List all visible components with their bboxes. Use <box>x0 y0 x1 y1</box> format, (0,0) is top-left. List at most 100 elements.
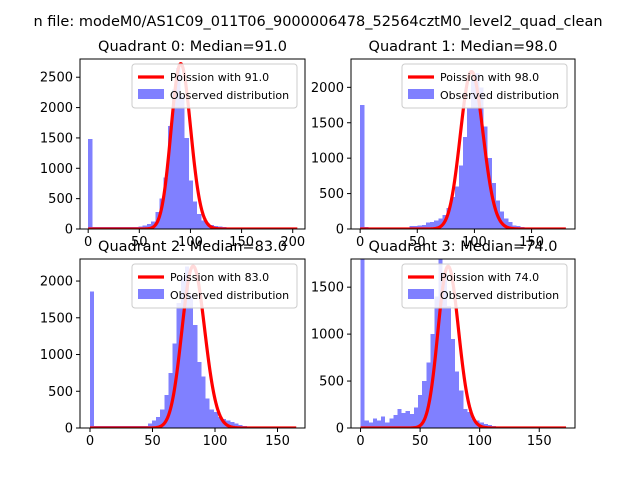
x-tick-label: 0 <box>356 235 364 250</box>
hist-bar <box>234 423 239 428</box>
legend-patch-swatch <box>408 289 434 299</box>
hist-bar <box>372 418 377 428</box>
hist-bar <box>184 137 189 229</box>
plot-area <box>359 69 567 229</box>
y-tick-label: 2000 <box>311 81 344 96</box>
legend-label-poisson: Poission with 91.0 <box>170 71 269 84</box>
hist-bar <box>397 409 402 428</box>
hist-bar <box>385 422 390 428</box>
legend-label-poisson: Poission with 74.0 <box>440 271 539 284</box>
axes-frame <box>79 258 306 429</box>
plot-area <box>87 62 299 229</box>
hist-bar <box>360 105 365 229</box>
y-tick-label: 0 <box>65 223 73 238</box>
hist-bar <box>438 259 443 428</box>
chart-title: Quadrant 0: Median=91.0 <box>98 39 287 55</box>
hist-bar <box>205 398 210 428</box>
hist-bar <box>201 220 206 229</box>
x-tick-label: 50 <box>412 434 429 449</box>
hist-bar <box>197 213 202 229</box>
y-tick-label: 1500 <box>311 281 344 296</box>
chart-quadrant-0: 0 50 100 150 20005001000150020002500Quadrant… <box>40 39 306 250</box>
hist-bar <box>393 414 398 428</box>
hist-bar <box>500 211 505 229</box>
y-tick-label: 1500 <box>40 311 73 326</box>
legend-patch-swatch <box>138 89 164 99</box>
y-tick-label: 500 <box>48 192 73 207</box>
hist-bar <box>479 87 484 229</box>
y-tick-label: 2000 <box>40 275 73 290</box>
y-tick-label: 0 <box>336 223 344 238</box>
hist-bar <box>381 416 386 428</box>
x-tick-label: 150 <box>229 235 254 250</box>
hist-bar <box>360 259 365 428</box>
y-tick-label: 2000 <box>40 101 73 116</box>
poisson-curve <box>359 69 567 229</box>
hist-bar <box>88 139 93 229</box>
y-tick-label: 500 <box>319 187 344 202</box>
hist-bar <box>446 305 451 428</box>
y-tick-label: 1500 <box>311 116 344 131</box>
y-tick-label: 2500 <box>40 71 73 86</box>
hist-bar <box>146 224 152 229</box>
x-tick-label: 100 <box>462 235 487 250</box>
hist-bar <box>446 207 451 229</box>
hist-bar <box>471 418 476 428</box>
axes-frame <box>350 58 576 230</box>
x-tick-label: 50 <box>409 235 426 250</box>
x-tick-label: 150 <box>527 434 552 449</box>
x-tick-label: 150 <box>519 235 544 250</box>
hist-bar <box>180 277 185 428</box>
hist-bar <box>230 422 235 428</box>
hist-bar <box>376 420 382 428</box>
x-tick-label: 200 <box>280 235 305 250</box>
hist-bar <box>455 371 460 428</box>
legend-label-observed: Observed distribution <box>170 89 289 102</box>
hist-bar <box>508 221 513 229</box>
y-tick-label: 500 <box>319 375 344 390</box>
legend-label-observed: Observed distribution <box>440 289 559 302</box>
hist-bar <box>364 420 369 428</box>
hist-bar <box>450 338 456 428</box>
hist-bar <box>426 362 431 428</box>
poisson-curve <box>87 62 299 229</box>
y-tick-label: 0 <box>65 422 73 437</box>
hist-bar <box>189 295 194 428</box>
hist-bar <box>151 420 156 428</box>
poisson-curve <box>359 264 568 428</box>
hist-bar <box>172 89 177 229</box>
figure-suptitle: n file: modeM0/AS1C09_011T06_9000006478_… <box>33 14 602 30</box>
legend-label-poisson: Poission with 98.0 <box>440 71 539 84</box>
chart-title: Quadrant 2: Median=83.0 <box>98 239 287 255</box>
hist-bar <box>438 218 443 229</box>
hist-bar <box>425 222 431 229</box>
y-tick-label: 500 <box>48 385 73 400</box>
hist-bar <box>184 266 189 428</box>
hist-bar <box>168 372 173 428</box>
hist-bar <box>467 412 472 428</box>
hist-bar <box>147 423 152 428</box>
hist-bar <box>504 218 509 229</box>
hist-bar <box>401 412 406 428</box>
x-tick-label: 100 <box>203 434 228 449</box>
x-tick-label: 0 <box>356 434 364 449</box>
hist-bar <box>160 409 165 428</box>
hist-bar <box>430 221 435 229</box>
hist-bar <box>487 158 492 229</box>
x-tick-label: 100 <box>178 235 203 250</box>
hist-bar <box>156 416 161 428</box>
hist-bar <box>188 180 194 229</box>
x-tick-label: 150 <box>265 434 290 449</box>
x-tick-label: 50 <box>131 235 148 250</box>
hist-bar <box>176 68 181 229</box>
legend-label-observed: Observed distribution <box>440 89 559 102</box>
hist-bar <box>413 407 419 428</box>
legend-box <box>401 263 568 309</box>
hist-bar <box>421 224 426 229</box>
hist-bar <box>475 73 480 229</box>
hist-bar <box>164 394 169 428</box>
y-tick-label: 0 <box>336 422 344 437</box>
legend-patch-swatch <box>408 89 434 99</box>
